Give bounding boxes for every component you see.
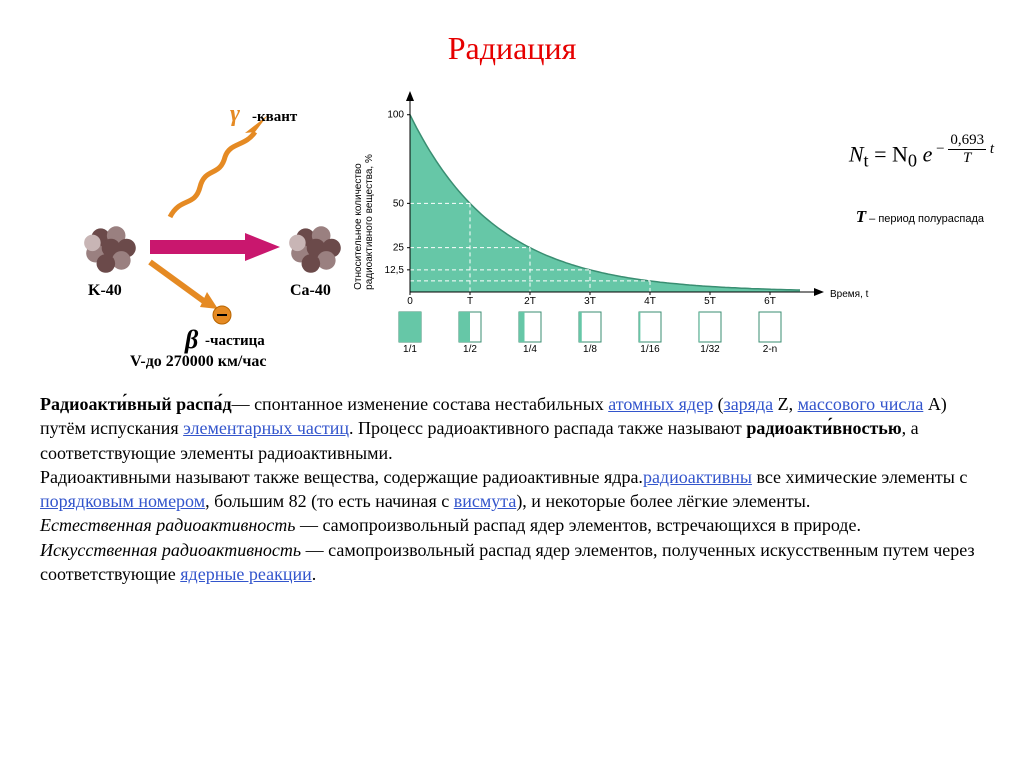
svg-text:2-n: 2-n — [763, 344, 777, 355]
svg-text:1/4: 1/4 — [523, 344, 537, 355]
formula-exponent: − 0,693 T t — [932, 141, 994, 157]
svg-text:T: T — [467, 296, 473, 307]
ca40-label: Ca-40 — [290, 282, 331, 300]
link-nuclear-reactions[interactable]: ядерные реакции — [180, 564, 311, 584]
svg-text:3T: 3T — [584, 296, 596, 307]
x-arrowhead — [814, 288, 824, 296]
link-atomic-nuclei[interactable]: атомных ядер — [608, 394, 713, 414]
svg-text:1/1: 1/1 — [403, 344, 417, 355]
beta-symbol: β — [185, 325, 198, 355]
svg-text:50: 50 — [393, 198, 405, 209]
svg-text:1/16: 1/16 — [640, 344, 660, 355]
svg-text:2T: 2T — [524, 296, 536, 307]
body-text: Радиоакти́вный распа́д— спонтанное измен… — [40, 392, 984, 586]
svg-text:1/32: 1/32 — [700, 344, 720, 355]
velocity-label: V-до 270000 км/час — [130, 353, 266, 371]
link-atomic-number[interactable]: порядковым номером — [40, 491, 205, 511]
term-radioactivity: радиоакти́вностью — [746, 418, 901, 438]
svg-text:5T: 5T — [704, 296, 716, 307]
decay-chart: Относительное количестворадиоактивного в… — [370, 87, 984, 377]
k40-label: K-40 — [88, 282, 122, 300]
fraction-boxes — [399, 312, 781, 342]
svg-text:0: 0 — [407, 296, 413, 307]
link-charge[interactable]: заряда — [724, 394, 774, 414]
svg-text:1/2: 1/2 — [463, 344, 477, 355]
svg-text:6T: 6T — [764, 296, 776, 307]
gamma-arrow — [170, 132, 255, 217]
term-natural: Естественная радиоактивность — [40, 515, 295, 535]
beta-label: -частица — [205, 333, 265, 350]
nucleus-ca40 — [285, 217, 347, 279]
nucleus-k40 — [80, 217, 142, 279]
chart-svg: 12,52550100 0T2T3T4T5T6T 1/11/21/41/81/1… — [370, 87, 970, 377]
decay-formula: Nt = N0 e − 0,693 T t — [849, 132, 994, 172]
x-ticks: 0 T 2T 3T 4T 5T 6T — [407, 292, 776, 307]
link-elementary-particles[interactable]: элементарных частиц — [183, 418, 349, 438]
main-arrowhead — [245, 233, 280, 261]
t-description: T – период полураспада — [856, 207, 984, 227]
link-radioactive[interactable]: радиоактивны — [643, 467, 752, 487]
y-ticks: 12,5 25 50 100 — [385, 110, 410, 276]
x-axis-label: Время, t — [830, 289, 869, 300]
svg-text:1/8: 1/8 — [583, 344, 597, 355]
top-row: K-40 Ca-40 γ -квант β -частица V-до 2700… — [40, 87, 984, 377]
fraction-labels: 1/1 1/2 1/4 1/8 1/16 1/32 2-n — [403, 344, 777, 355]
svg-text:4T: 4T — [644, 296, 656, 307]
gamma-label: -квант — [252, 109, 297, 126]
term-artificial: Искусственная радиоактивность — [40, 540, 301, 560]
gamma-symbol: γ — [230, 101, 240, 128]
svg-text:25: 25 — [393, 243, 405, 254]
page-title: Радиация — [40, 30, 984, 67]
term-decay: Радиоакти́вный распа́д — [40, 394, 232, 414]
svg-text:100: 100 — [387, 110, 404, 121]
y-arrowhead — [406, 91, 414, 101]
beta-arrow — [150, 262, 205, 302]
link-bismuth[interactable]: висмута — [454, 491, 517, 511]
link-mass-number[interactable]: массового числа — [798, 394, 924, 414]
decay-diagram: K-40 Ca-40 γ -квант β -частица V-до 2700… — [40, 87, 360, 377]
svg-text:12,5: 12,5 — [385, 265, 405, 276]
title-text: Радиация — [448, 30, 577, 66]
